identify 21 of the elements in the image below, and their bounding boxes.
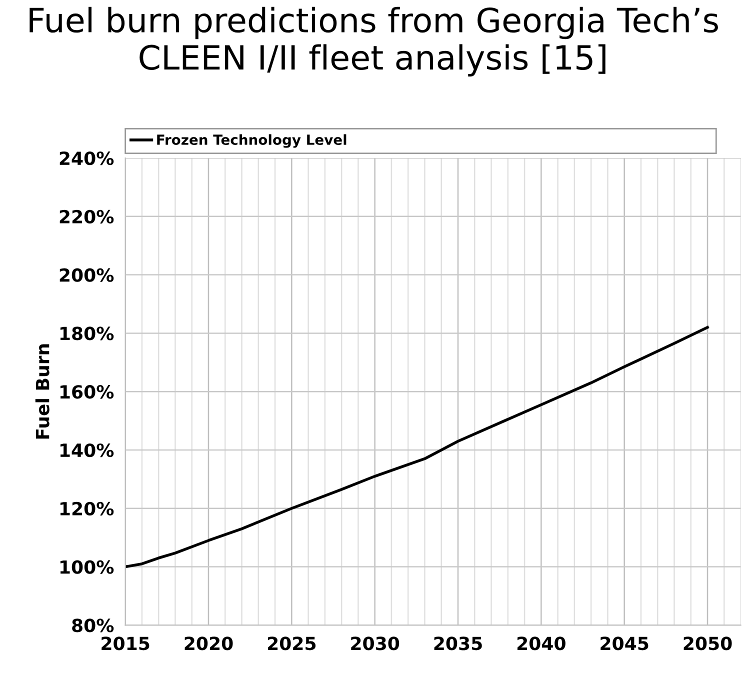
chart-title: Fuel burn predictions from Georgia Tech’s CLEEN I/II fleet analysis [15] <box>30 6 718 76</box>
y-tick-label: 120% <box>60 502 114 516</box>
y-tick-label: 140% <box>60 443 114 458</box>
y-tick-label: 240% <box>60 151 114 166</box>
y-tick-label: 80% <box>72 618 114 632</box>
x-tick-label: 2035 <box>434 636 482 650</box>
x-tick-label: 2020 <box>184 636 233 650</box>
line-series <box>125 326 709 568</box>
y-tick-label: 100% <box>60 560 114 574</box>
x-tick-label: 2045 <box>600 636 648 650</box>
y-tick-label: 180% <box>60 326 114 340</box>
legend-label: Frozen Technology Level <box>157 134 346 148</box>
y-axis-title: Fuel Burn <box>35 344 50 439</box>
y-tick-label: 160% <box>60 385 114 399</box>
y-tick-label: 200% <box>60 268 114 282</box>
x-tick-label: 2050 <box>684 636 732 650</box>
x-tick-label: 2030 <box>351 636 400 650</box>
x-tick-label: 2015 <box>102 636 150 650</box>
x-tick-label: 2040 <box>517 636 566 650</box>
y-tick-label: 220% <box>60 210 114 224</box>
x-tick-label: 2025 <box>268 636 316 650</box>
